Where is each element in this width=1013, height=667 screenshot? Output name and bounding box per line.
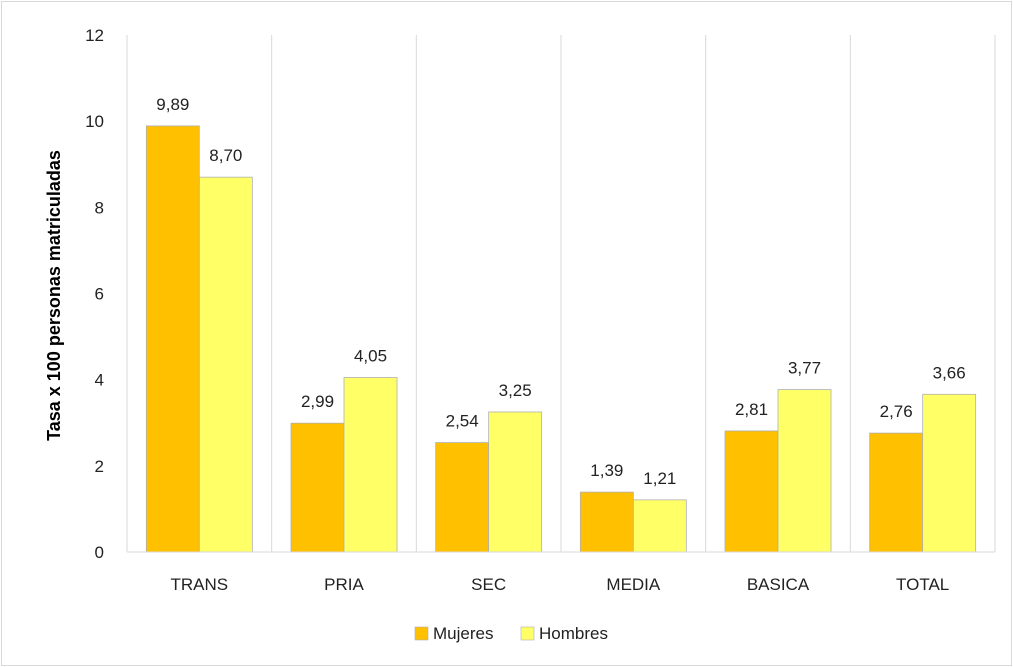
legend-swatch-hombres xyxy=(520,626,535,641)
bar-mujeres-pria xyxy=(290,422,345,553)
y-tick-label: 12 xyxy=(85,26,104,45)
bar-hombres-media xyxy=(632,499,687,553)
data-label: 2,54 xyxy=(446,412,479,431)
x-tick-label: TOTAL xyxy=(896,575,949,594)
bar-mujeres-trans xyxy=(145,125,200,553)
bar-hombres-total xyxy=(922,393,977,553)
bar-mujeres-sec xyxy=(435,442,490,553)
x-tick-label: SEC xyxy=(471,575,506,594)
bars xyxy=(145,125,977,553)
data-label: 4,05 xyxy=(354,347,387,366)
data-label: 8,70 xyxy=(209,146,242,165)
y-tick-label: 0 xyxy=(95,543,104,562)
data-label: 2,99 xyxy=(301,392,334,411)
y-tick-label: 4 xyxy=(95,371,104,390)
x-tick-label: BASICA xyxy=(747,575,810,594)
data-label: 9,89 xyxy=(156,95,189,114)
bar-mujeres-basica xyxy=(724,430,779,553)
bar-hombres-pria xyxy=(343,377,398,553)
x-tick-label: TRANS xyxy=(171,575,229,594)
legend-label-mujeres: Mujeres xyxy=(433,624,493,643)
x-tick-label: PRIA xyxy=(324,575,364,594)
data-label: 1,39 xyxy=(590,461,623,480)
bar-hombres-trans xyxy=(198,176,253,553)
legend: Mujeres Hombres xyxy=(414,624,608,643)
data-label: 2,76 xyxy=(880,402,913,421)
legend-label-hombres: Hombres xyxy=(539,624,608,643)
y-tick-label: 6 xyxy=(95,285,104,304)
legend-swatch-mujeres xyxy=(414,626,429,641)
x-axis-ticks: TRANS PRIA SEC MEDIA BASICA TOTAL xyxy=(171,575,950,594)
data-label: 1,21 xyxy=(643,469,676,488)
y-tick-label: 2 xyxy=(95,457,104,476)
bar-hombres-basica xyxy=(777,389,832,553)
y-tick-label: 8 xyxy=(95,198,104,217)
data-label: 3,77 xyxy=(788,359,821,378)
data-label: 3,25 xyxy=(499,381,532,400)
y-axis-label: Tasa x 100 personas matriculadas xyxy=(44,150,64,441)
data-label: 3,66 xyxy=(933,363,966,382)
bar-mujeres-total xyxy=(869,432,924,553)
bar-mujeres-media xyxy=(579,491,634,553)
y-axis-ticks: 0 2 4 6 8 10 12 xyxy=(85,26,104,562)
category-gridlines xyxy=(126,35,996,552)
data-labels: 9,89 8,70 2,99 4,05 2,54 3,25 1,39 1,21 2,81 3,77… xyxy=(156,95,965,488)
bar-hombres-sec xyxy=(488,411,543,553)
y-tick-label: 10 xyxy=(85,112,104,131)
data-label: 2,81 xyxy=(735,400,768,419)
x-tick-label: MEDIA xyxy=(606,575,661,594)
